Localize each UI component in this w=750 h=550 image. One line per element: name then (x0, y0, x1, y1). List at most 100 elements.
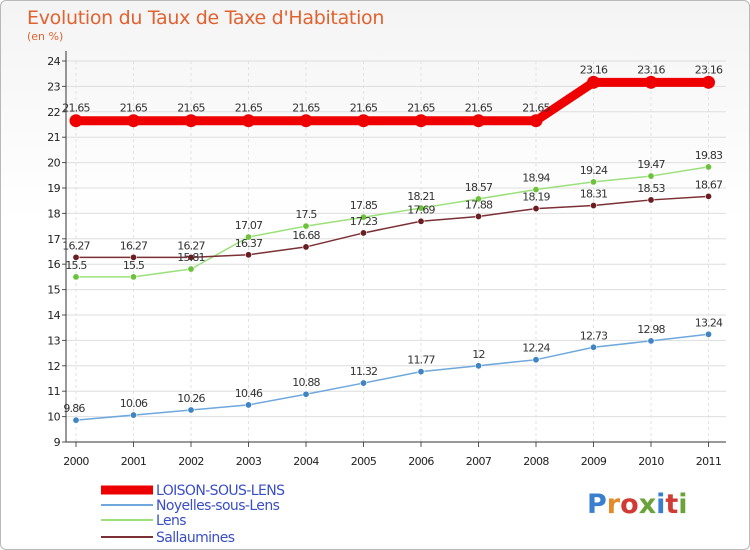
data-label: 21.65 (522, 102, 550, 115)
data-point (587, 75, 600, 89)
data-label: 18.31 (580, 188, 608, 201)
y-tick-label: 12 (47, 360, 60, 373)
x-tick-label: 2000 (63, 455, 89, 468)
data-point (72, 273, 80, 281)
data-point (187, 265, 195, 273)
data-label: 17.69 (407, 203, 435, 216)
data-point (644, 75, 658, 89)
data-label: 21.65 (120, 102, 148, 115)
data-label: 9.86 (63, 402, 85, 415)
x-tick-label: 2005 (351, 455, 377, 468)
x-tick-label: 2006 (408, 455, 434, 468)
data-label: 21.65 (235, 102, 263, 115)
x-tick-label: 2009 (581, 455, 607, 468)
legend-label: Noyelles-sous-Lens (156, 498, 280, 514)
y-tick-label: 16 (47, 258, 60, 271)
data-point (184, 114, 198, 128)
data-point (357, 114, 370, 128)
logo-letter: r (606, 489, 621, 520)
x-tick-label: 2002 (178, 455, 204, 468)
x-tick-label: 2007 (466, 455, 492, 468)
data-label: 19.47 (637, 158, 665, 171)
legend-label: Sallaumines (156, 530, 235, 546)
data-label: 17.88 (465, 198, 493, 211)
data-label: 21.65 (62, 102, 90, 115)
logo-letter: o (620, 489, 639, 520)
data-point (702, 75, 715, 89)
chart-title: Evolution du Taux de Taxe d'Habitation (27, 7, 385, 29)
data-label: 11.32 (350, 365, 378, 378)
data-label: 12 (472, 348, 484, 361)
proxiti-logo: Proxiti (587, 489, 688, 520)
data-point (130, 411, 138, 419)
data-point (589, 202, 597, 210)
data-point (474, 195, 482, 203)
data-label: 21.65 (465, 102, 493, 115)
data-point (245, 251, 253, 259)
data-point (359, 379, 367, 387)
series-line-loison-sous-lens (76, 77, 709, 126)
data-label: 17.5 (295, 208, 317, 221)
legend-label: Lens (156, 513, 186, 529)
data-point (302, 222, 310, 230)
data-point (589, 178, 597, 186)
data-point (417, 217, 425, 225)
x-tick-label: 2004 (293, 455, 319, 468)
y-tick-label: 15 (47, 284, 60, 297)
data-point (299, 114, 313, 128)
y-tick-label: 18 (47, 207, 60, 220)
data-label: 15.5 (123, 259, 145, 272)
series-line-noyelles-sous-lens (75, 333, 709, 421)
data-point (417, 204, 425, 212)
y-tick-label: 17 (47, 233, 60, 246)
x-tick-label: 2008 (523, 455, 549, 468)
data-point (242, 114, 255, 128)
data-label: 18.94 (522, 172, 550, 185)
data-label: 11.77 (407, 354, 435, 367)
data-point (359, 213, 367, 221)
data-label: 21.65 (177, 102, 205, 115)
data-point (589, 343, 597, 351)
data-label: 10.06 (120, 397, 148, 410)
data-label: 16.27 (62, 239, 90, 252)
data-label: 21.65 (407, 102, 435, 115)
data-label: 15.5 (65, 259, 87, 272)
data-label: 18.57 (465, 181, 493, 194)
logo-letter: t (665, 489, 679, 520)
y-tick-label: 24 (47, 55, 60, 68)
data-point (187, 253, 195, 261)
data-point (417, 368, 425, 376)
data-label: 21.65 (292, 102, 320, 115)
data-label: 23.16 (637, 63, 665, 76)
data-point (69, 114, 83, 128)
data-label: 21.65 (350, 102, 378, 115)
logo-letter: x (638, 489, 657, 520)
data-label: 12.98 (637, 323, 665, 336)
data-point (529, 114, 543, 128)
data-point (704, 330, 712, 338)
data-label: 10.26 (177, 392, 205, 405)
y-tick-label: 9 (54, 436, 61, 449)
data-point (72, 416, 80, 424)
y-tick-label: 19 (47, 182, 60, 195)
data-point (130, 253, 138, 261)
logo-letter: i (656, 489, 666, 520)
data-point (704, 163, 712, 171)
chart-unit: (en %) (27, 30, 64, 43)
data-point (474, 212, 482, 220)
data-label: 12.73 (580, 329, 608, 342)
data-point (130, 273, 138, 281)
data-point (187, 406, 195, 414)
y-tick-label: 20 (47, 157, 60, 170)
y-tick-label: 10 (47, 411, 60, 424)
logo-letter: P (587, 489, 607, 520)
data-label: 18.21 (407, 190, 435, 203)
data-label: 18.67 (695, 178, 723, 191)
y-tick-label: 23 (47, 80, 60, 93)
x-tick-label: 2011 (696, 455, 722, 468)
data-label: 10.46 (235, 387, 263, 400)
y-tick-label: 22 (47, 106, 60, 119)
data-label: 12.24 (522, 342, 550, 355)
